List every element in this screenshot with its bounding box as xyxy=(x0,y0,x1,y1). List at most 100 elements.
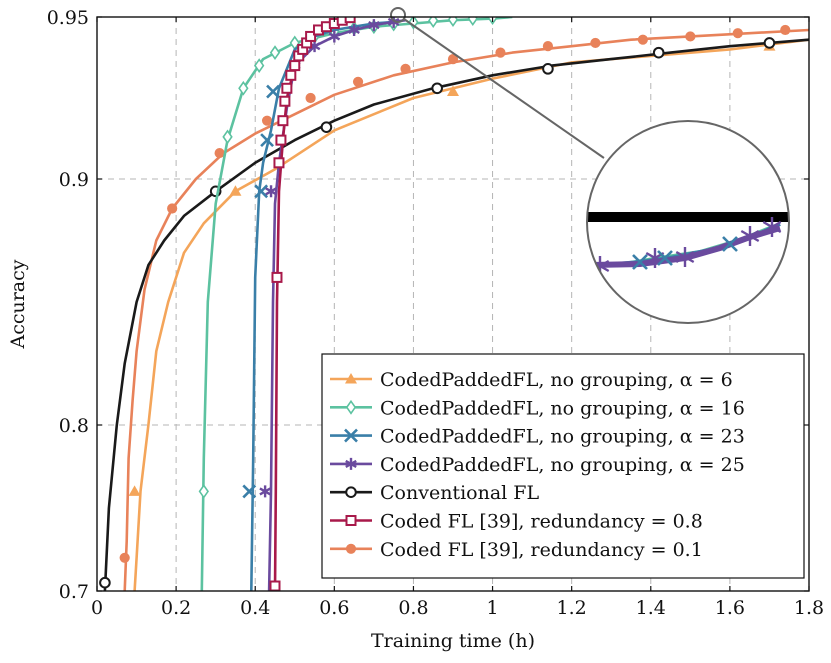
inset-marker xyxy=(762,217,782,237)
x-tick-label: 0.4 xyxy=(240,597,270,619)
legend-entry: CodedPaddedFL, no grouping, α = 23 xyxy=(330,426,745,448)
data-point xyxy=(637,34,648,45)
data-point xyxy=(275,134,287,146)
legend-label: Conventional FL xyxy=(380,482,539,504)
data-point xyxy=(590,37,601,49)
legend-label: Coded FL [39], redundancy = 0.1 xyxy=(380,539,703,561)
data-point xyxy=(271,271,283,283)
data-point xyxy=(428,17,439,28)
data-point xyxy=(254,184,269,199)
data-point xyxy=(242,484,257,499)
data-point xyxy=(780,24,791,36)
legend-label: CodedPaddedFL, no grouping, α = 6 xyxy=(380,369,733,391)
plot-frame xyxy=(96,16,810,592)
series-layer xyxy=(99,17,809,591)
legend: CodedPaddedFL, no grouping, α = 6 CodedPa… xyxy=(321,353,805,579)
data-point xyxy=(99,576,111,589)
x-tick-label: 1 xyxy=(487,597,499,619)
inset-marker xyxy=(722,236,738,252)
data-point xyxy=(259,485,271,498)
data-point xyxy=(763,37,776,49)
data-point xyxy=(387,17,400,28)
zoom-connector-line xyxy=(403,18,605,159)
inset-alpha25-line xyxy=(589,225,781,268)
legend-label: CodedPaddedFL, no grouping, α = 25 xyxy=(380,454,745,476)
data-point xyxy=(265,185,277,198)
legend-marker xyxy=(345,457,357,470)
data-point xyxy=(269,45,281,61)
data-point xyxy=(273,157,285,169)
inset-marker xyxy=(657,250,673,266)
data-point xyxy=(328,30,341,43)
legend-label: Coded FL [39], redundancy = 0.8 xyxy=(380,511,703,533)
legend-marker xyxy=(345,486,357,499)
y-tick-label: 0.9 xyxy=(59,169,89,191)
legend-label: CodedPaddedFL, no grouping, α = 23 xyxy=(380,426,745,448)
data-point xyxy=(279,95,291,107)
data-point xyxy=(238,80,249,96)
zoom-inset-content xyxy=(587,212,789,276)
legend-entry: Coded FL [39], redundancy = 0.1 xyxy=(330,539,703,561)
data-point xyxy=(732,28,743,39)
data-point xyxy=(229,185,242,196)
legend-label: CodedPaddedFL, no grouping, α = 16 xyxy=(380,397,745,419)
data-point xyxy=(542,41,554,52)
y-tick-label: 0.7 xyxy=(59,581,89,603)
x-tick-label: 0 xyxy=(91,597,103,619)
data-point xyxy=(277,115,289,127)
legend-marker xyxy=(345,515,357,526)
data-point xyxy=(281,82,293,94)
legend-entry: CodedPaddedFL, no grouping, α = 25 xyxy=(330,454,745,476)
legend-entry: Coded FL [39], redundancy = 0.8 xyxy=(330,511,703,533)
series-6 xyxy=(269,17,356,591)
zoom-inset-border xyxy=(586,120,790,324)
x-tick-label: 1.6 xyxy=(715,597,745,619)
legend-entry: CodedPaddedFL, no grouping, α = 6 xyxy=(330,369,733,391)
data-point xyxy=(269,580,281,591)
legend-marker xyxy=(344,428,358,443)
data-point xyxy=(214,147,225,159)
legend-marker xyxy=(345,399,357,415)
data-point xyxy=(254,58,265,73)
data-point xyxy=(348,23,360,36)
x-tick-label: 0.2 xyxy=(161,597,191,619)
data-point xyxy=(685,31,696,42)
data-point xyxy=(652,46,665,59)
data-point xyxy=(352,76,364,87)
x-axis-label: Training time (h) xyxy=(371,630,535,652)
data-point xyxy=(222,129,233,145)
data-point xyxy=(408,17,419,30)
data-point xyxy=(447,85,459,97)
data-point xyxy=(167,203,178,214)
data-point xyxy=(431,82,443,95)
data-point xyxy=(495,47,506,58)
legend-marker xyxy=(345,373,357,384)
y-tick-label: 0.95 xyxy=(47,7,89,29)
axis-ticks: 0 0.2 0.4 0.6 0.8 1 1.2 1.4 1.6 1.8 0.7 0.8 0.9 0.95 xyxy=(47,7,824,619)
data-point xyxy=(266,84,280,99)
data-point xyxy=(542,63,554,75)
legend-entry: Conventional FL xyxy=(330,482,539,504)
series-line xyxy=(103,38,809,591)
data-point xyxy=(368,19,380,32)
data-point xyxy=(447,54,459,65)
legend-box xyxy=(321,353,805,579)
legend-marker xyxy=(345,543,357,554)
inset-marker xyxy=(675,247,695,267)
data-point xyxy=(128,485,141,496)
data-point xyxy=(305,92,316,104)
series-7 xyxy=(119,24,809,591)
x-tick-label: 0.6 xyxy=(319,597,349,619)
series-line xyxy=(123,28,809,591)
inset-marker xyxy=(632,254,648,270)
x-tick-label: 0.8 xyxy=(398,597,428,619)
data-point xyxy=(285,69,297,81)
legend-entry: CodedPaddedFL, no grouping, α = 16 xyxy=(330,397,745,419)
data-point xyxy=(305,30,317,42)
data-point xyxy=(198,484,209,499)
inset-top-boundary-band xyxy=(587,212,789,222)
x-tick-label: 1.4 xyxy=(636,597,666,619)
data-point xyxy=(400,63,411,74)
data-point xyxy=(119,552,130,563)
